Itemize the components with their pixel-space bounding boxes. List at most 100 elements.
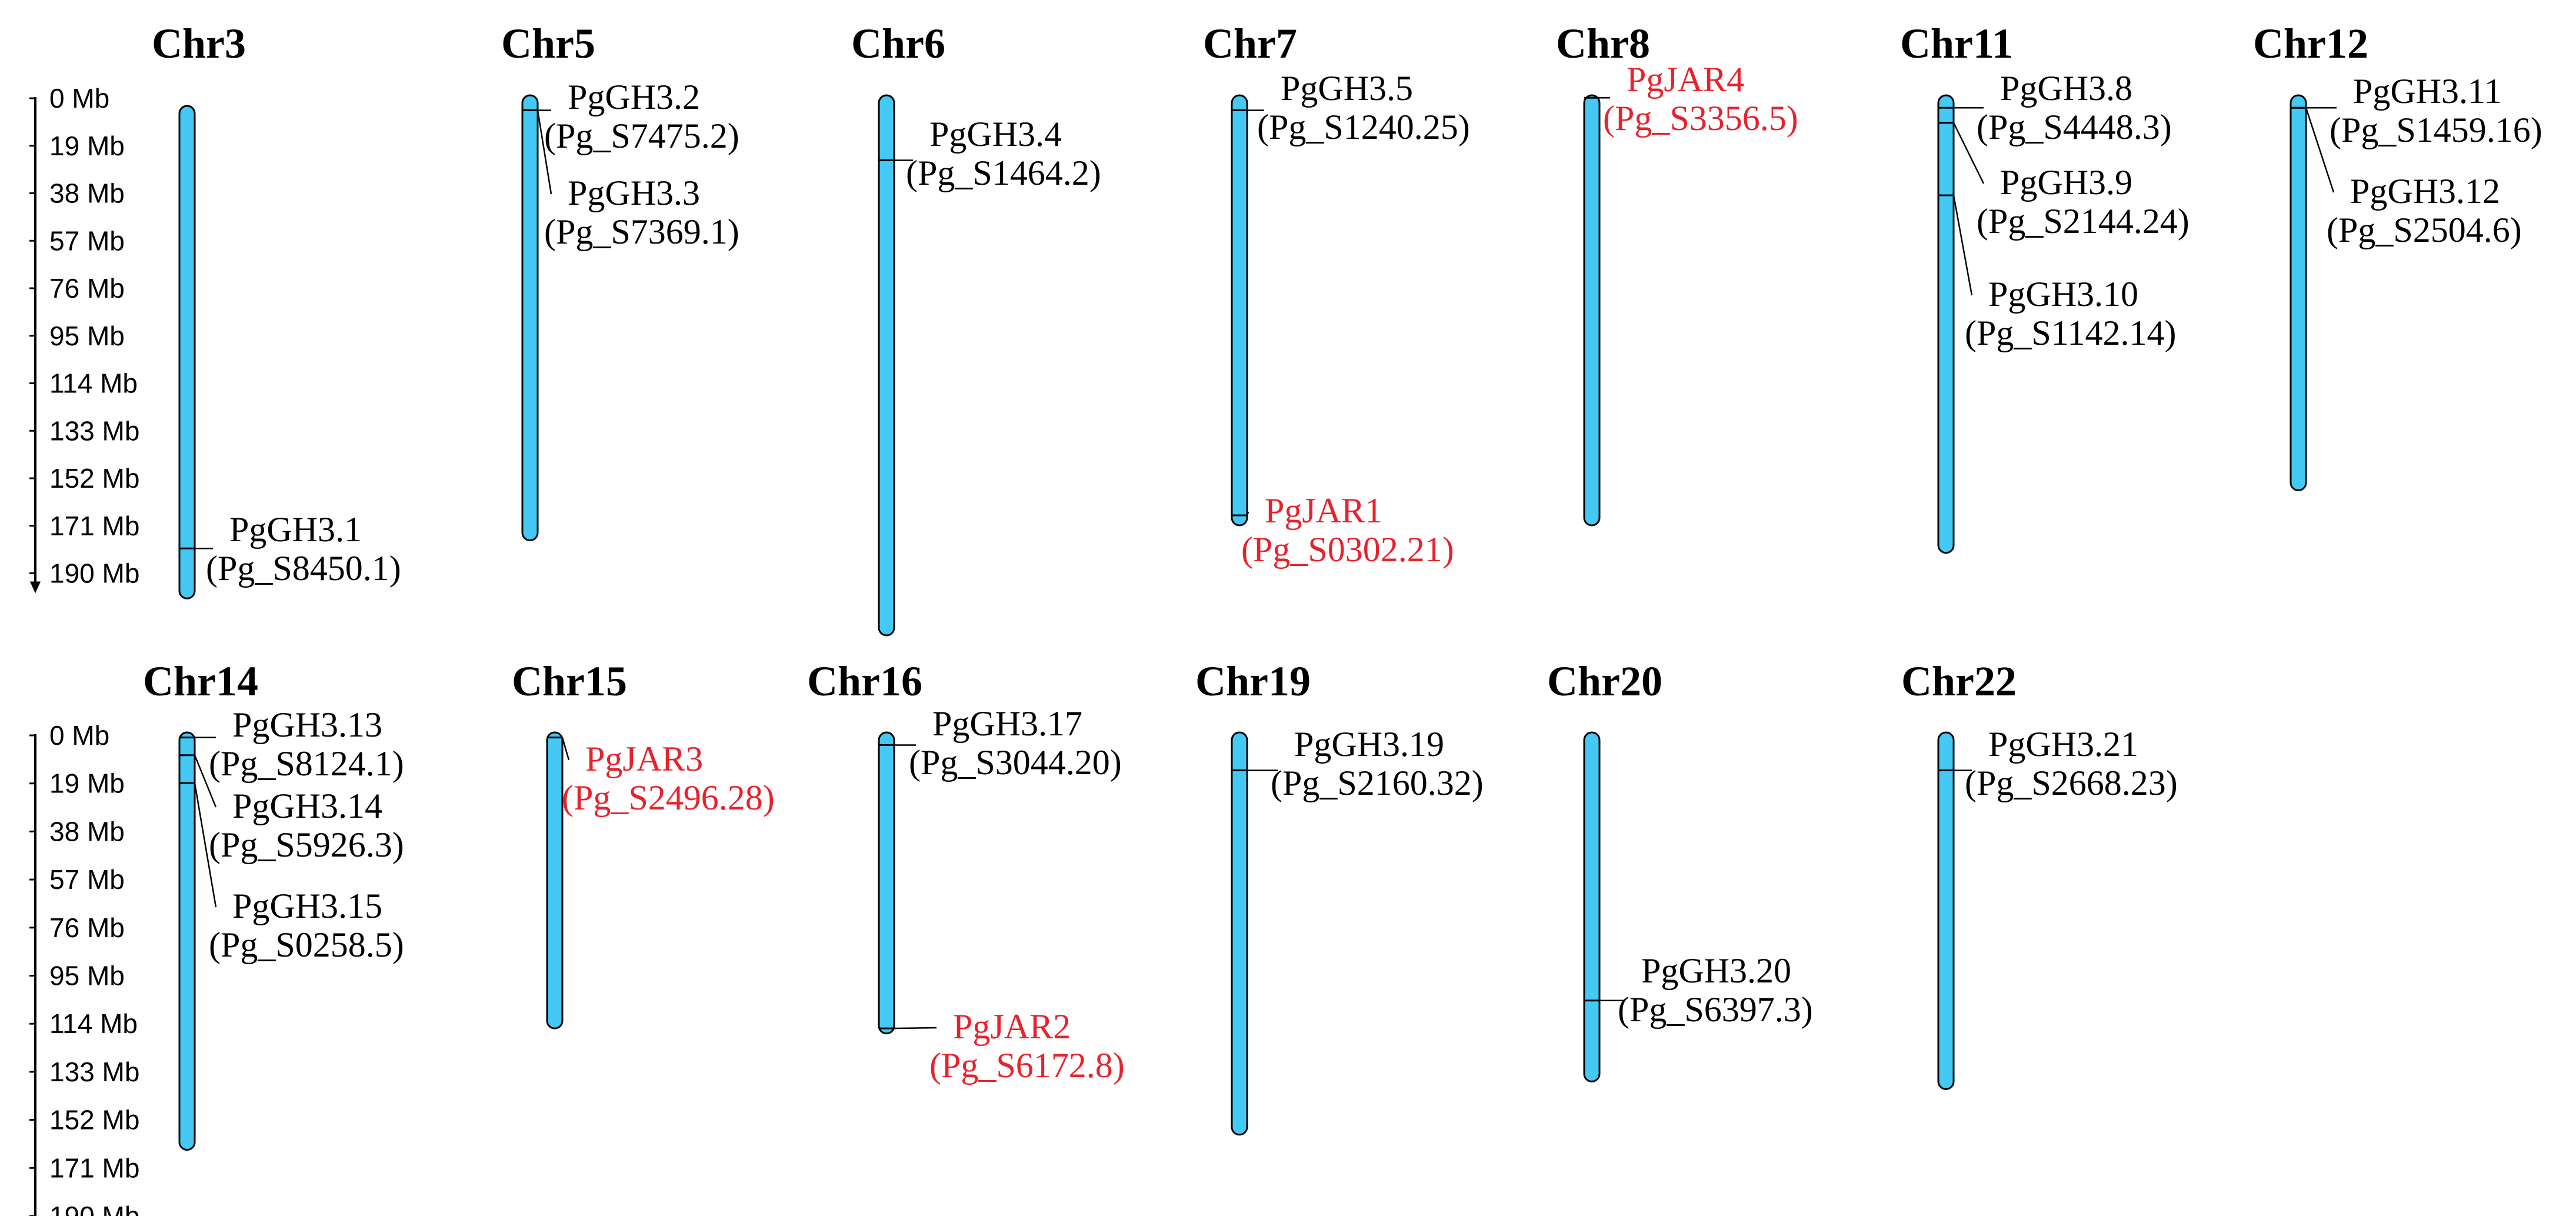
- gene-pggh3-12: PgGH3.12(Pg_S2504.6): [2291, 106, 2522, 249]
- chromosome-bar: [1583, 731, 1601, 1082]
- gene-id-label: PgGH3.13: [232, 705, 382, 744]
- chromosome-title: Chr5: [501, 20, 595, 67]
- gene-pggh3-21: PgGH3.21(Pg_S2668.23): [1938, 725, 2178, 802]
- gene-pgjar1: PgJAR1(Pg_S0302.21): [1232, 491, 1454, 569]
- gene-scaffold-label: (Pg_S2496.28): [562, 778, 775, 817]
- gene-pggh3-3: PgGH3.3(Pg_S7369.1): [522, 109, 739, 251]
- chromosome-title: Chr6: [851, 20, 945, 67]
- axis-tick-label: 190 Mb: [49, 1201, 139, 1216]
- gene-pggh3-1: PgGH3.1(Pg_S8450.1): [179, 510, 401, 588]
- gene-id-label: PgGH3.21: [1988, 725, 2138, 764]
- axis-tick-label: 38 Mb: [49, 178, 125, 209]
- gene-pggh3-9: PgGH3.9(Pg_S2144.24): [1938, 122, 2190, 241]
- gene-leader-line: [194, 755, 217, 808]
- axis-tick-label: 152 Mb: [49, 1105, 139, 1135]
- axis-row-2: 0 Mb 19 Mb 38 Mb 57 Mb 76 Mb 95 Mb 114 Mb 133 M…: [29, 720, 139, 1216]
- gene-pggh3-11: PgGH3.11(Pg_S1459.16): [2291, 72, 2542, 149]
- chromosome-title: Chr8: [1556, 20, 1650, 67]
- axis-tick-label: 0 Mb: [49, 83, 109, 114]
- gene-id-label: PgGH3.10: [1988, 275, 2138, 314]
- gene-pggh3-17: PgGH3.17(Pg_S3044.20): [879, 704, 1122, 782]
- gene-leader-line: [536, 110, 552, 195]
- gene-id-label: PgGH3.4: [929, 115, 1062, 154]
- gene-scaffold-label: (Pg_S3044.20): [909, 743, 1122, 782]
- gene-id-label: PgGH3.19: [1294, 725, 1444, 764]
- gene-id-label: PgGH3.12: [2350, 172, 2500, 211]
- gene-scaffold-label: (Pg_S2144.24): [1977, 202, 2190, 241]
- chromosome-title: Chr16: [807, 658, 922, 705]
- axis-tick-label: 190 Mb: [49, 558, 139, 589]
- gene-scaffold-label: (Pg_S6397.3): [1618, 990, 1813, 1029]
- axis-tick-label: 0 Mb: [49, 720, 109, 751]
- gene-pggh3-13: PgGH3.13(Pg_S8124.1): [179, 705, 404, 783]
- gene-pggh3-8: PgGH3.8(Pg_S4448.3): [1938, 69, 2172, 146]
- chromosome-title: Chr3: [152, 20, 246, 67]
- chromosome-chr16: Chr16PgGH3.17(Pg_S3044.20)PgJAR2(Pg_S617…: [807, 658, 1125, 1085]
- chromosome-chr22: Chr22 PgGH3.21(Pg_S2668.23): [1901, 658, 2178, 1090]
- gene-leader-line: [1952, 122, 1985, 184]
- gene-id-label: PgGH3.15: [232, 887, 382, 925]
- gene-scaffold-label: (Pg_S3356.5): [1603, 99, 1798, 138]
- gene-pggh3-5: PgGH3.5(Pg_S1240.25): [1232, 69, 1470, 146]
- gene-scaffold-label: (Pg_S0258.5): [209, 925, 404, 964]
- gene-leader-line: [561, 737, 570, 761]
- gene-scaffold-label: (Pg_S7369.1): [544, 212, 739, 251]
- gene-scaffold-label: (Pg_S1459.16): [2330, 111, 2542, 149]
- axis-tick-label: 114 Mb: [49, 368, 138, 399]
- gene-leader-line: [194, 782, 217, 908]
- chromosome-title: Chr20: [1547, 658, 1662, 705]
- chromosome-bar: [1583, 94, 1601, 527]
- gene-id-label: PgJAR1: [1265, 491, 1382, 530]
- gene-pggh3-15: PgGH3.15(Pg_S0258.5): [179, 782, 404, 964]
- gene-id-label: PgGH3.9: [2000, 163, 2132, 202]
- chromosome-chr14: Chr14PgGH3.13(Pg_S8124.1)PgGH3.14(Pg_S59…: [143, 658, 404, 1151]
- gene-scaffold-label: (Pg_S8450.1): [206, 549, 401, 588]
- chromosome-title: Chr19: [1195, 658, 1311, 705]
- chromosome-bar: [521, 94, 539, 541]
- gene-scaffold-label: (Pg_S1240.25): [1257, 108, 1470, 146]
- gene-scaffold-label: (Pg_S2668.23): [1965, 764, 2178, 802]
- chromosome-bar: [546, 731, 564, 1030]
- axis-tick-label: 95 Mb: [49, 321, 125, 351]
- axis-tick-label: 152 Mb: [49, 463, 139, 494]
- gene-id-label: PgGH3.11: [2353, 72, 2502, 111]
- gene-scaffold-label: (Pg_S6172.8): [929, 1046, 1125, 1085]
- gene-pggh3-10: PgGH3.10(Pg_S1142.14): [1938, 194, 2176, 352]
- gene-scaffold-label: (Pg_S1464.2): [906, 154, 1101, 192]
- chromosome-bar: [1937, 94, 1955, 554]
- gene-id-label: PgJAR3: [585, 739, 703, 778]
- axis-tick-label: 57 Mb: [49, 225, 125, 256]
- gene-pgjar4: PgJAR4(Pg_S3356.5): [1584, 60, 1798, 138]
- axis-tick-label: 19 Mb: [49, 768, 125, 799]
- gene-id-label: PgGH3.3: [568, 174, 700, 212]
- gene-scaffold-label: (Pg_S1142.14): [1965, 314, 2176, 352]
- chromosome-title: Chr22: [1901, 658, 2017, 705]
- chromosome-bar: [178, 731, 196, 1151]
- gene-pggh3-2: PgGH3.2(Pg_S7475.2): [522, 78, 739, 155]
- axis-row-1: 0 Mb 19 Mb 38 Mb 57 Mb 76 Mb 95 Mb 114 Mb 133 M…: [29, 83, 139, 594]
- gene-leader-line: [2305, 107, 2335, 193]
- chromosome-bar: [878, 94, 895, 637]
- chromosome-title: Chr7: [1203, 20, 1297, 67]
- chromosome-title: Chr15: [512, 658, 627, 705]
- chromosome-chr20: Chr20 PgGH3.20(Pg_S6397.3): [1547, 658, 1813, 1082]
- axis-tick-label: 171 Mb: [49, 511, 139, 541]
- chromosome-chr15: Chr15 PgJAR3(Pg_S2496.28): [512, 658, 775, 1030]
- chromosome-bar: [178, 105, 196, 599]
- gene-id-label: PgGH3.5: [1281, 69, 1413, 108]
- gene-pggh3-20: PgGH3.20(Pg_S6397.3): [1584, 951, 1813, 1029]
- gene-scaffold-label: (Pg_S2160.32): [1271, 764, 1484, 802]
- gene-scaffold-label: (Pg_S4448.3): [1977, 108, 2172, 146]
- gene-id-label: PgGH3.20: [1641, 951, 1791, 990]
- chromosome-chr3: Chr3 PgGH3.1(Pg_S8450.1): [152, 20, 401, 599]
- gene-pggh3-14: PgGH3.14(Pg_S5926.3): [179, 754, 404, 864]
- gene-id-label: PgGH3.14: [232, 787, 382, 825]
- axis-tick-label: 171 Mb: [49, 1152, 139, 1183]
- gene-scaffold-label: (Pg_S0302.21): [1241, 530, 1454, 569]
- axis-tick-label: 114 Mb: [49, 1008, 138, 1039]
- chromosome-bar: [1231, 94, 1248, 527]
- axis-tick-label: 133 Mb: [49, 415, 139, 446]
- axis-tick-label: 38 Mb: [49, 816, 125, 847]
- chromosome-chr12: Chr12PgGH3.11(Pg_S1459.16)PgGH3.12(Pg_S2…: [2253, 20, 2542, 491]
